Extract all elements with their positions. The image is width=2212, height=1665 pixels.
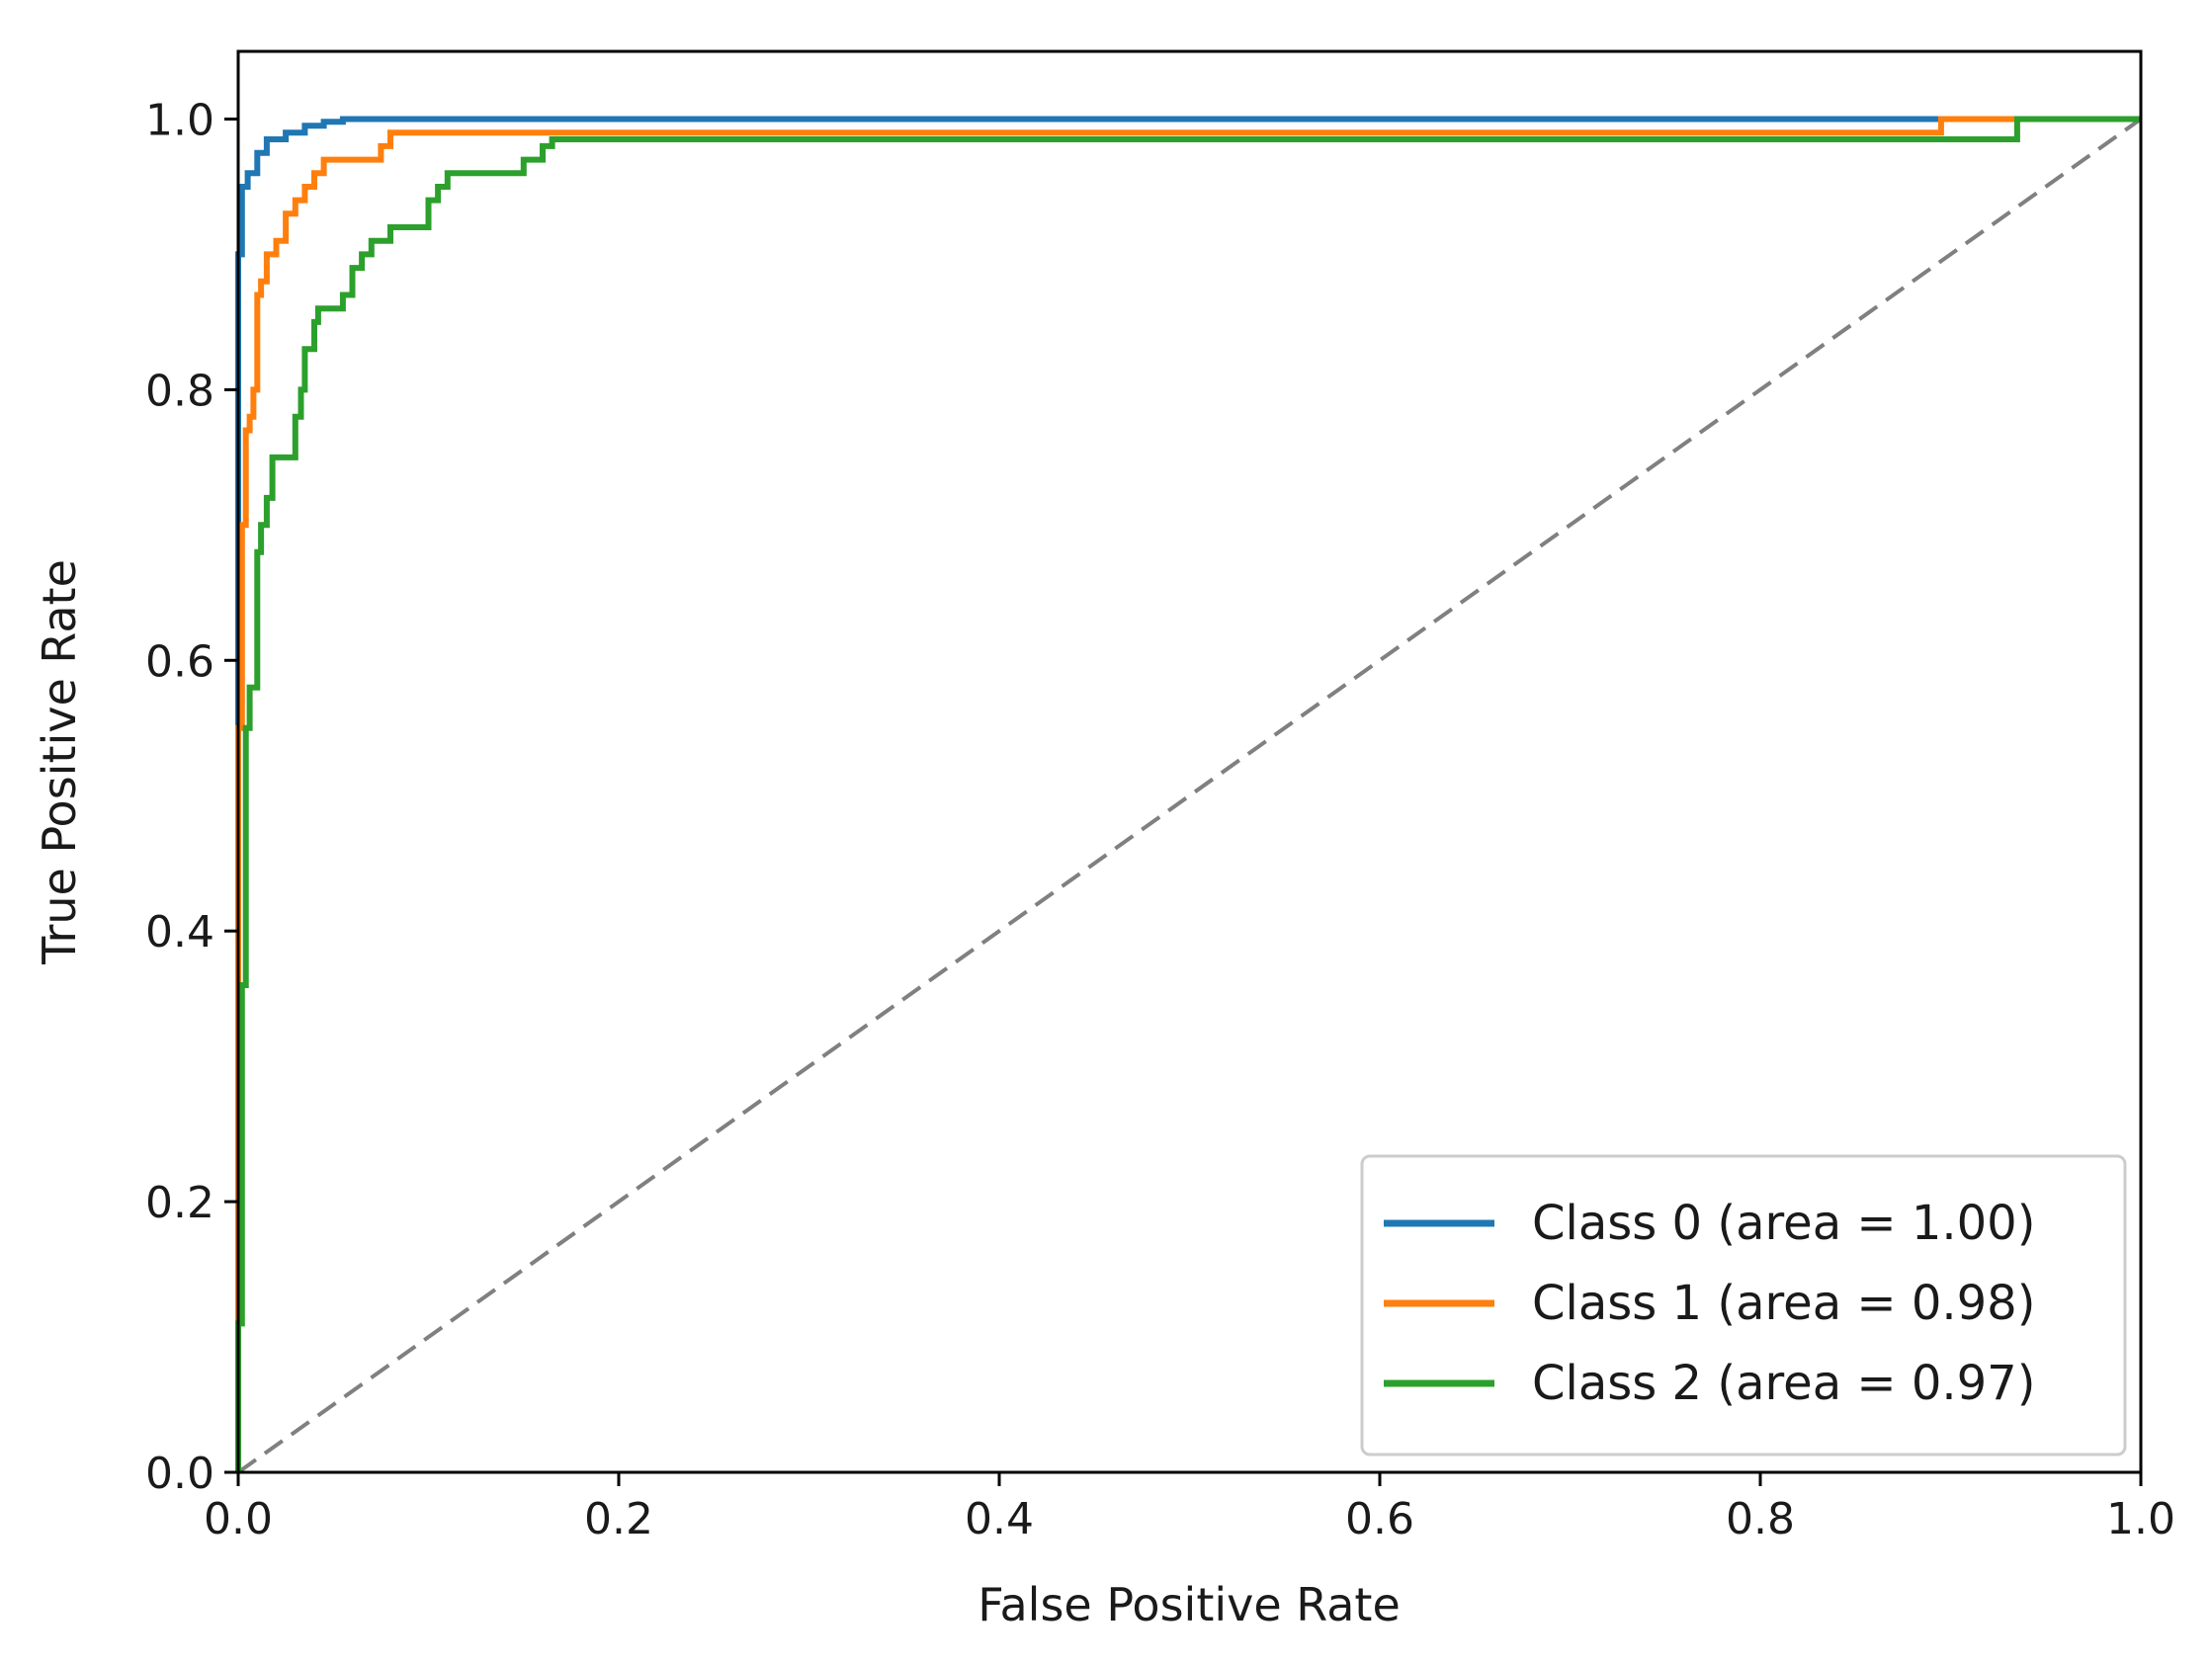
legend-box [1360, 1154, 2127, 1457]
x-tick-label: 0.6 [1345, 1494, 1414, 1544]
x-tick-label: 0.8 [1726, 1494, 1795, 1544]
y-axis-ticks: 0.0 0.2 0.4 0.6 0.8 1.0 [145, 95, 238, 1499]
legend: Class 0 (area = 1.00) Class 1 (area = 0.9… [1360, 1154, 2127, 1457]
y-tick-label: 0.4 [145, 907, 214, 957]
series-line-class-1 [235, 116, 2141, 1472]
x-axis-ticks: 0.0 0.2 0.4 0.6 0.8 1.0 [204, 1472, 2175, 1544]
y-tick-label: 1.0 [145, 95, 214, 145]
y-tick-label: 0.8 [145, 366, 214, 416]
chance-diagonal-line [236, 117, 2143, 1474]
y-tick-label: 0.6 [145, 636, 214, 687]
y-tick-label: 0.2 [145, 1178, 214, 1228]
legend-label-class-2: Class 2 (area = 0.97) [1532, 1356, 2035, 1411]
series-line-class-0 [235, 116, 2141, 1472]
x-tick-label: 0.2 [584, 1494, 653, 1544]
plot-lines [235, 116, 2143, 1474]
series-line-class-2 [235, 116, 2141, 1472]
x-tick-label: 0.0 [204, 1494, 273, 1544]
y-tick-label: 0.0 [145, 1449, 214, 1499]
x-tick-label: 1.0 [2106, 1494, 2175, 1544]
legend-label-class-1: Class 1 (area = 0.98) [1532, 1276, 2035, 1331]
plot-frame [236, 49, 2143, 1474]
x-tick-label: 0.4 [965, 1494, 1034, 1544]
legend-label-class-0: Class 0 (area = 1.00) [1532, 1196, 2035, 1251]
x-axis-title: False Positive Rate [978, 1578, 1401, 1631]
y-axis-title: True Positive Rate [33, 559, 86, 965]
